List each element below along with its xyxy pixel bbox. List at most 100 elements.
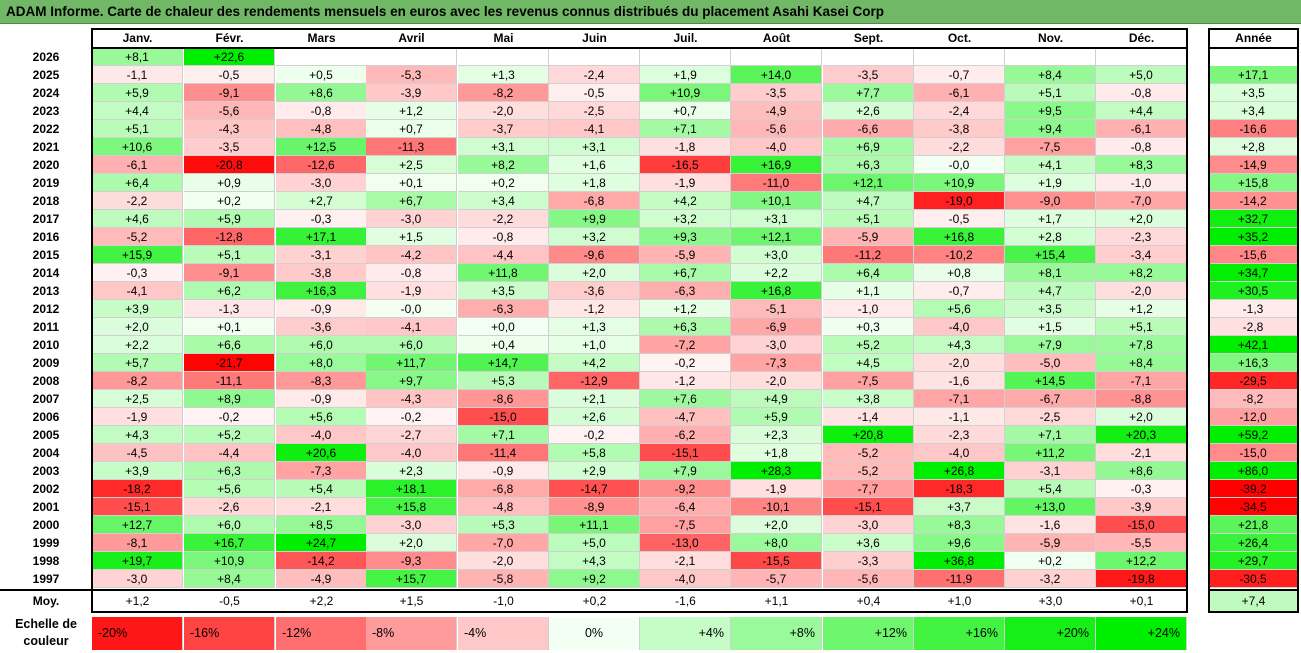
color-scale-swatch: -4% [458, 617, 549, 650]
annual-cell: +86,0 [1209, 462, 1298, 480]
heatmap-cell: +8,4 [184, 570, 275, 588]
heatmap-cell [1005, 48, 1096, 66]
heatmap-cell: +10,1 [731, 192, 822, 210]
heatmap-cell: +3,4 [458, 192, 549, 210]
heatmap-cell: -2,1 [640, 552, 731, 570]
heatmap-cell: +9,3 [640, 228, 731, 246]
average-cell: +1,2 [125, 594, 150, 608]
heatmap-cell: +3,2 [549, 228, 640, 246]
heatmap-cell: +5,3 [458, 516, 549, 534]
column-header: Févr. [215, 31, 244, 45]
annual-cell: +35,2 [1209, 228, 1298, 246]
heatmap-cell: -9,1 [184, 264, 275, 282]
annual-cell: +3,4 [1209, 102, 1298, 120]
heatmap-cell: +6,2 [184, 282, 275, 300]
heatmap-cell: -3,9 [366, 84, 457, 102]
heatmap-cell: -4,7 [640, 408, 731, 426]
heatmap-cell: -3,0 [366, 210, 457, 228]
heatmap-cell: +8,2 [1096, 264, 1187, 282]
heatmap-cell: +22,6 [184, 48, 275, 66]
heatmap-cell: +18,1 [366, 480, 457, 498]
heatmap-cell: +16,8 [731, 282, 822, 300]
year-label: 2022 [32, 122, 60, 136]
heatmap-cell: +3,9 [92, 300, 183, 318]
heatmap-cell: -1,0 [1096, 174, 1187, 192]
heatmap-cell: -0,5 [914, 210, 1005, 228]
heatmap-cell: -16,5 [640, 156, 731, 174]
heatmap-cell: -11,1 [184, 372, 275, 390]
heatmap-cell: +6,7 [640, 264, 731, 282]
heatmap-cell: +12,5 [276, 138, 367, 156]
heatmap-cell: -5,2 [823, 444, 914, 462]
heatmap-cell: +3,1 [458, 138, 549, 156]
heatmap-cell: -0,0 [914, 156, 1005, 174]
heatmap-cell: +8,3 [1096, 156, 1187, 174]
heatmap-cell: -11,4 [458, 444, 549, 462]
heatmap-cell: -5,1 [731, 300, 822, 318]
year-label: 2002 [32, 482, 60, 496]
annual-cell: +21,8 [1209, 516, 1298, 534]
heatmap-cell: -10,1 [731, 498, 822, 516]
heatmap-cell: -0,3 [1096, 480, 1187, 498]
heatmap-cell: -4,0 [640, 570, 731, 588]
heatmap-cell: +1,2 [1096, 300, 1187, 318]
heatmap-cell: -4,5 [92, 444, 183, 462]
heatmap-cell: +11,7 [366, 354, 457, 372]
heatmap-cell: -15,1 [640, 444, 731, 462]
heatmap-cell: -2,0 [458, 552, 549, 570]
column-header: Juil. [673, 31, 698, 45]
heatmap-cell: +7,1 [1005, 426, 1096, 444]
color-scale-swatch: +24% [1096, 617, 1187, 650]
year-label: 2017 [32, 212, 60, 226]
heatmap-cell: +2,6 [549, 408, 640, 426]
column-header: Avril [398, 31, 425, 45]
heatmap-cell: -3,0 [731, 336, 822, 354]
heatmap-cell: -6,1 [1096, 120, 1187, 138]
heatmap-cell: +12,1 [823, 174, 914, 192]
heatmap-cell: +0,2 [184, 192, 275, 210]
annual-cell: +59,2 [1209, 426, 1298, 444]
heatmap-cell: +9,7 [366, 372, 457, 390]
heatmap-cell: +0,1 [184, 318, 275, 336]
heatmap-cell: +16,3 [276, 282, 367, 300]
heatmap-cell: -1,6 [914, 372, 1005, 390]
year-label: 2010 [32, 338, 60, 352]
heatmap-cell: -0,2 [366, 408, 457, 426]
heatmap-cell: +0,3 [823, 318, 914, 336]
heatmap-cell: +0,0 [458, 318, 549, 336]
heatmap-cell: -6,8 [549, 192, 640, 210]
year-label: 1999 [32, 536, 60, 550]
heatmap-cell: +8,2 [458, 156, 549, 174]
heatmap-cell: -0,7 [914, 66, 1005, 84]
heatmap-cell: -5,5 [1096, 534, 1187, 552]
heatmap-cell: +20,3 [1096, 426, 1187, 444]
average-cell: +0,2 [582, 594, 607, 608]
heatmap-cell: -7,3 [276, 462, 367, 480]
heatmap-cell: +15,7 [366, 570, 457, 588]
column-header: Sept. [853, 31, 884, 45]
heatmap-cell: +7,6 [640, 390, 731, 408]
heatmap-cell: -19,8 [1096, 570, 1187, 588]
year-label: 2004 [32, 446, 60, 460]
heatmap-cell: +6,0 [276, 336, 367, 354]
heatmap-cell: -4,0 [276, 426, 367, 444]
heatmap-cell: +3,0 [731, 246, 822, 264]
heatmap-cell: -0,8 [1096, 138, 1187, 156]
annual-cell: +34,7 [1209, 264, 1298, 282]
heatmap-cell: +1,7 [1005, 210, 1096, 228]
color-scale-swatch: +8% [731, 617, 822, 650]
heatmap-cell: +2,7 [276, 192, 367, 210]
heatmap-cell [731, 48, 822, 66]
heatmap-cell: +19,7 [92, 552, 183, 570]
heatmap-cell: -5,2 [92, 228, 183, 246]
heatmap-cell: -12,9 [549, 372, 640, 390]
heatmap-cell: +7,1 [640, 120, 731, 138]
heatmap-cell: +15,4 [1005, 246, 1096, 264]
heatmap-cell: +9,2 [549, 570, 640, 588]
heatmap-cell: +6,0 [366, 336, 457, 354]
annual-cell: +15,8 [1209, 174, 1298, 192]
heatmap-cell: +8,3 [914, 516, 1005, 534]
average-annual-cell: +7,4 [1209, 591, 1298, 611]
heatmap-cell: -1,3 [184, 300, 275, 318]
